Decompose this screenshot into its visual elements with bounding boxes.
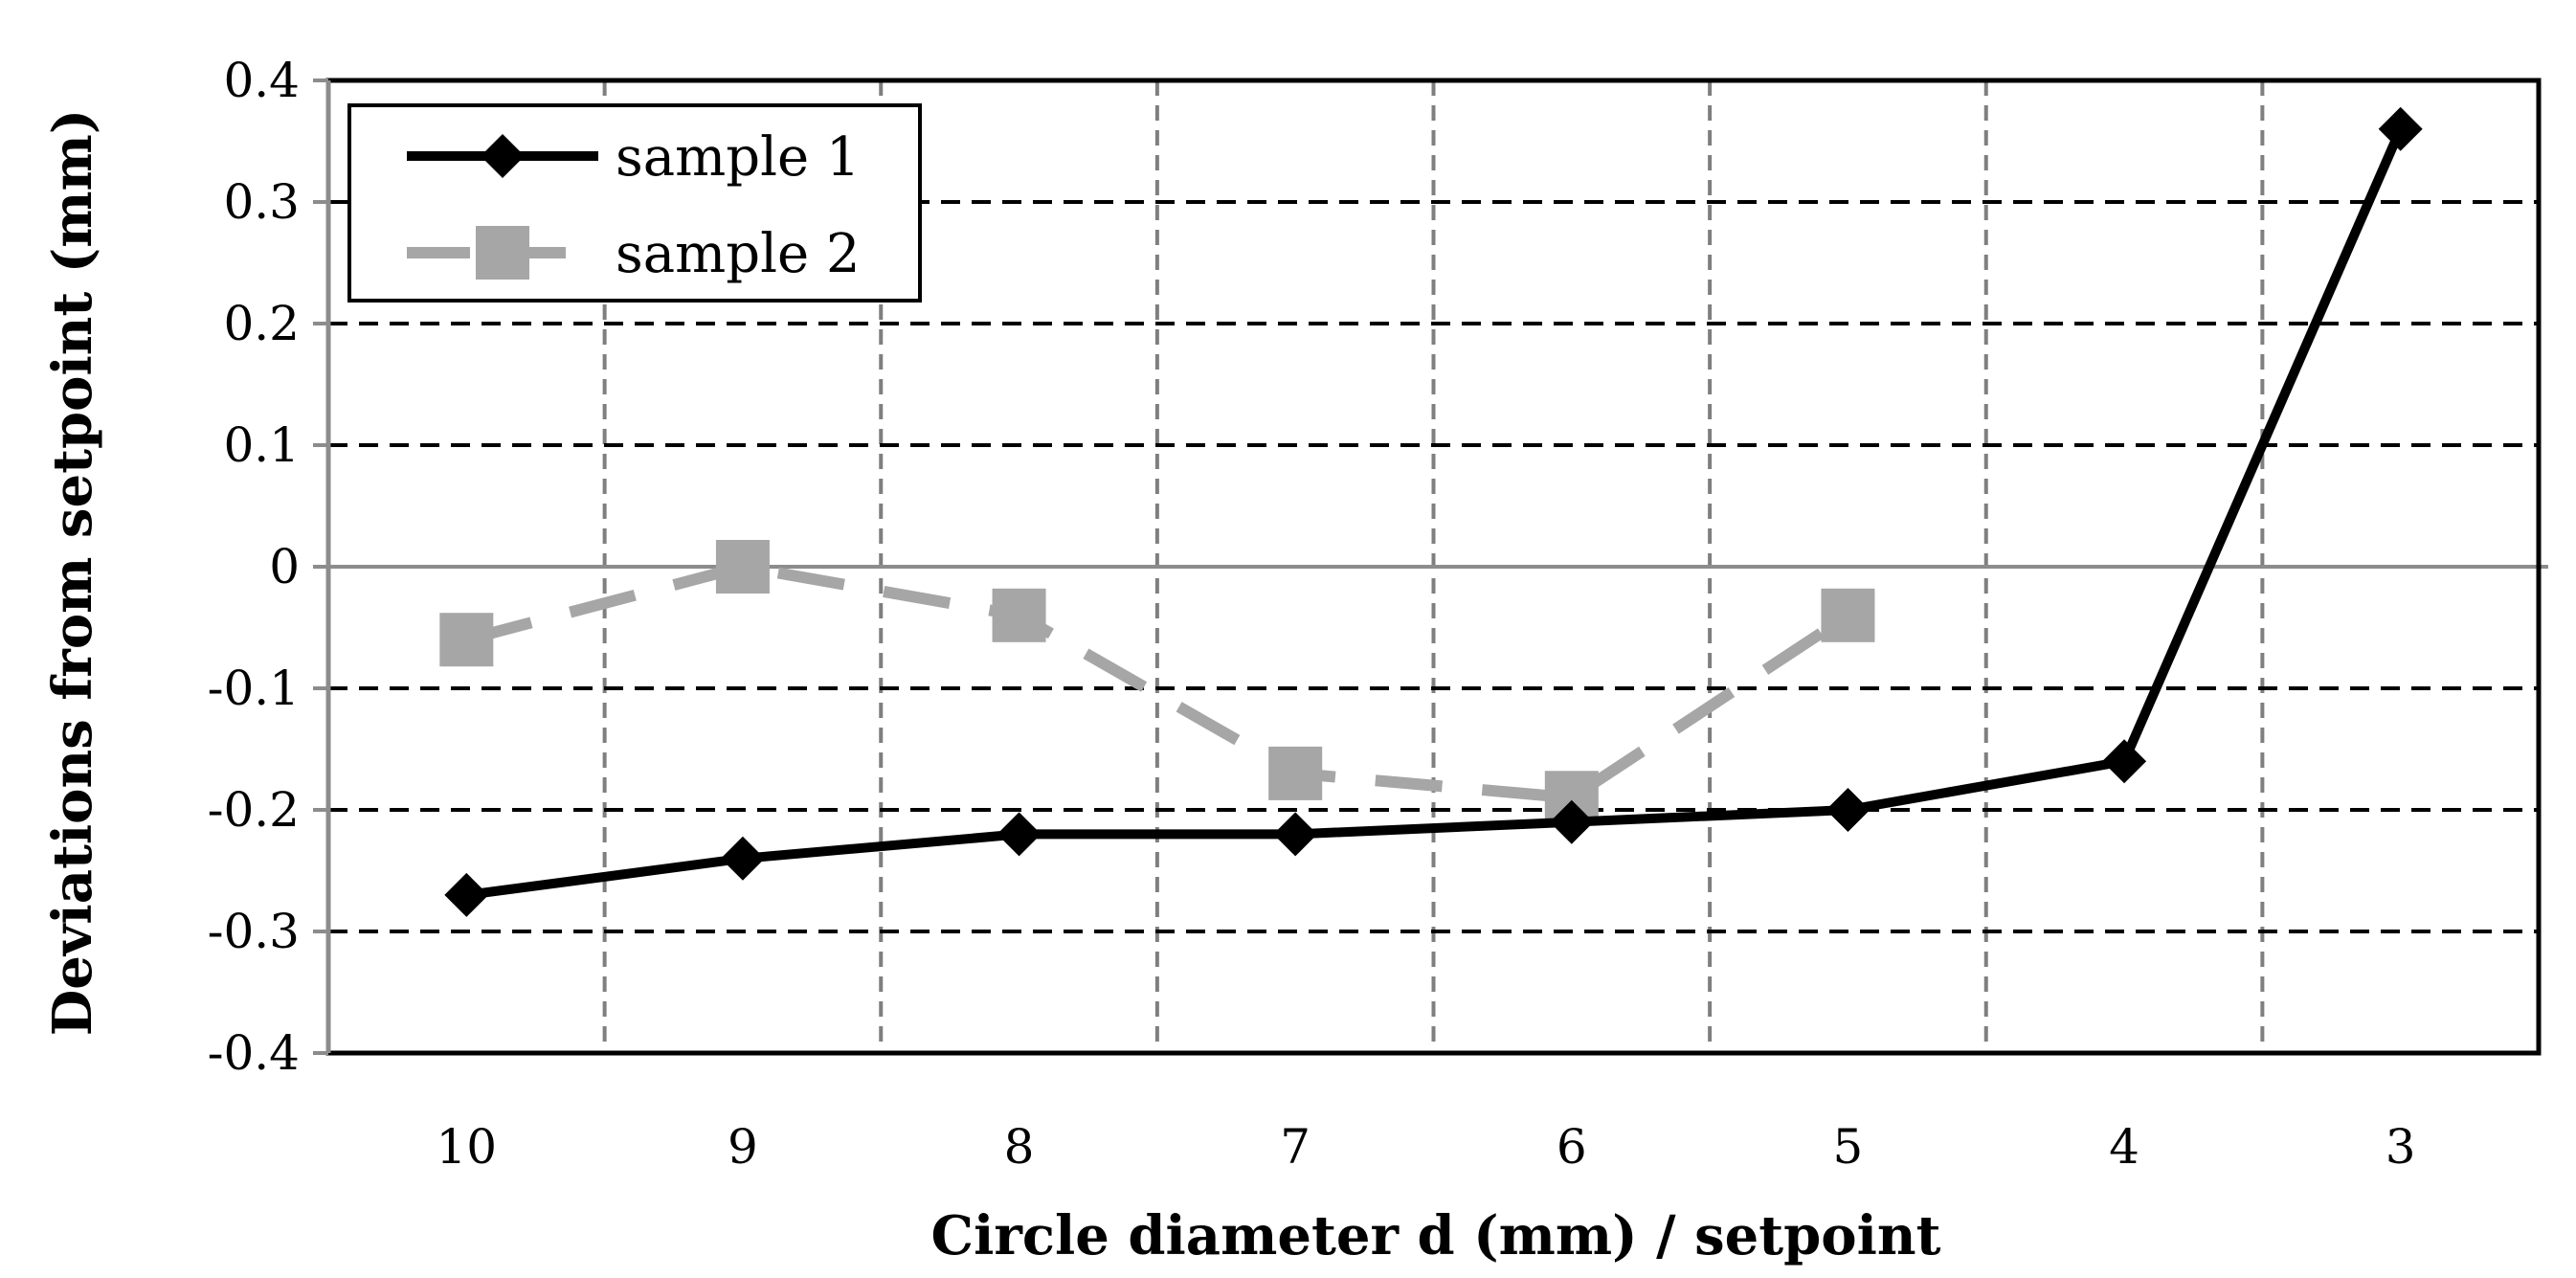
y-tick-label: 0.4: [223, 53, 300, 108]
y-tick-label: -0.4: [208, 1025, 300, 1081]
axes: [313, 78, 2542, 1056]
data-point: [1821, 588, 1875, 642]
data-point: [2378, 106, 2423, 151]
data-point: [2102, 739, 2147, 784]
x-tick-label: 5: [1833, 1119, 1864, 1175]
y-tick-label: 0.3: [223, 174, 300, 230]
data-point: [1273, 812, 1318, 857]
data-point: [1268, 746, 1323, 800]
series-sample-2: [439, 540, 1875, 825]
y-tick-label: -0.3: [208, 904, 300, 959]
data-point: [997, 812, 1042, 857]
x-tick-label: 4: [2109, 1119, 2139, 1175]
y-tick-label: -0.2: [208, 782, 300, 838]
series-layer: [439, 106, 2423, 917]
y-tick-label: 0.2: [223, 296, 300, 351]
y-tick-label: 0: [269, 539, 300, 594]
data-point: [720, 836, 765, 881]
legend-swatch-marker: [476, 226, 529, 280]
data-point: [444, 872, 489, 917]
x-tick-label: 8: [1004, 1119, 1035, 1175]
series-sample-1: [444, 106, 2423, 917]
series-line: [464, 561, 1851, 804]
data-point: [992, 588, 1046, 642]
x-tick-label: 10: [437, 1119, 498, 1175]
legend-label: sample 1: [616, 126, 861, 189]
y-tick-label: 0.1: [223, 417, 300, 473]
tick-labels: 0.4 0.3 0.2 0.1 0 -0.1 -0.2 -0.3 -0.4 10 9 8 7 6 5 4 3: [208, 53, 2416, 1175]
y-axis-title: Deviations from setpoint (mm): [41, 109, 104, 1037]
data-point: [439, 613, 494, 667]
series-line: [465, 126, 2406, 900]
gridlines: [328, 80, 2548, 1053]
legend-entry: sample 1: [407, 126, 861, 189]
legend-label: sample 2: [616, 223, 861, 285]
data-point: [1826, 788, 1870, 832]
x-tick-label: 9: [728, 1119, 758, 1175]
legend-entry: sample 2: [407, 223, 861, 285]
data-point: [1549, 799, 1594, 844]
x-tick-label: 7: [1280, 1119, 1310, 1175]
x-tick-label: 6: [1557, 1119, 1587, 1175]
x-axis-title: Circle diameter d (mm) / setpoint: [931, 1204, 1941, 1267]
legend: sample 1 sample 2: [347, 103, 922, 303]
y-tick-label: -0.1: [208, 661, 300, 716]
legend-swatch-marker: [481, 134, 525, 178]
x-tick-label: 3: [2386, 1119, 2416, 1175]
legend-box: [347, 103, 922, 303]
data-point: [715, 540, 770, 594]
